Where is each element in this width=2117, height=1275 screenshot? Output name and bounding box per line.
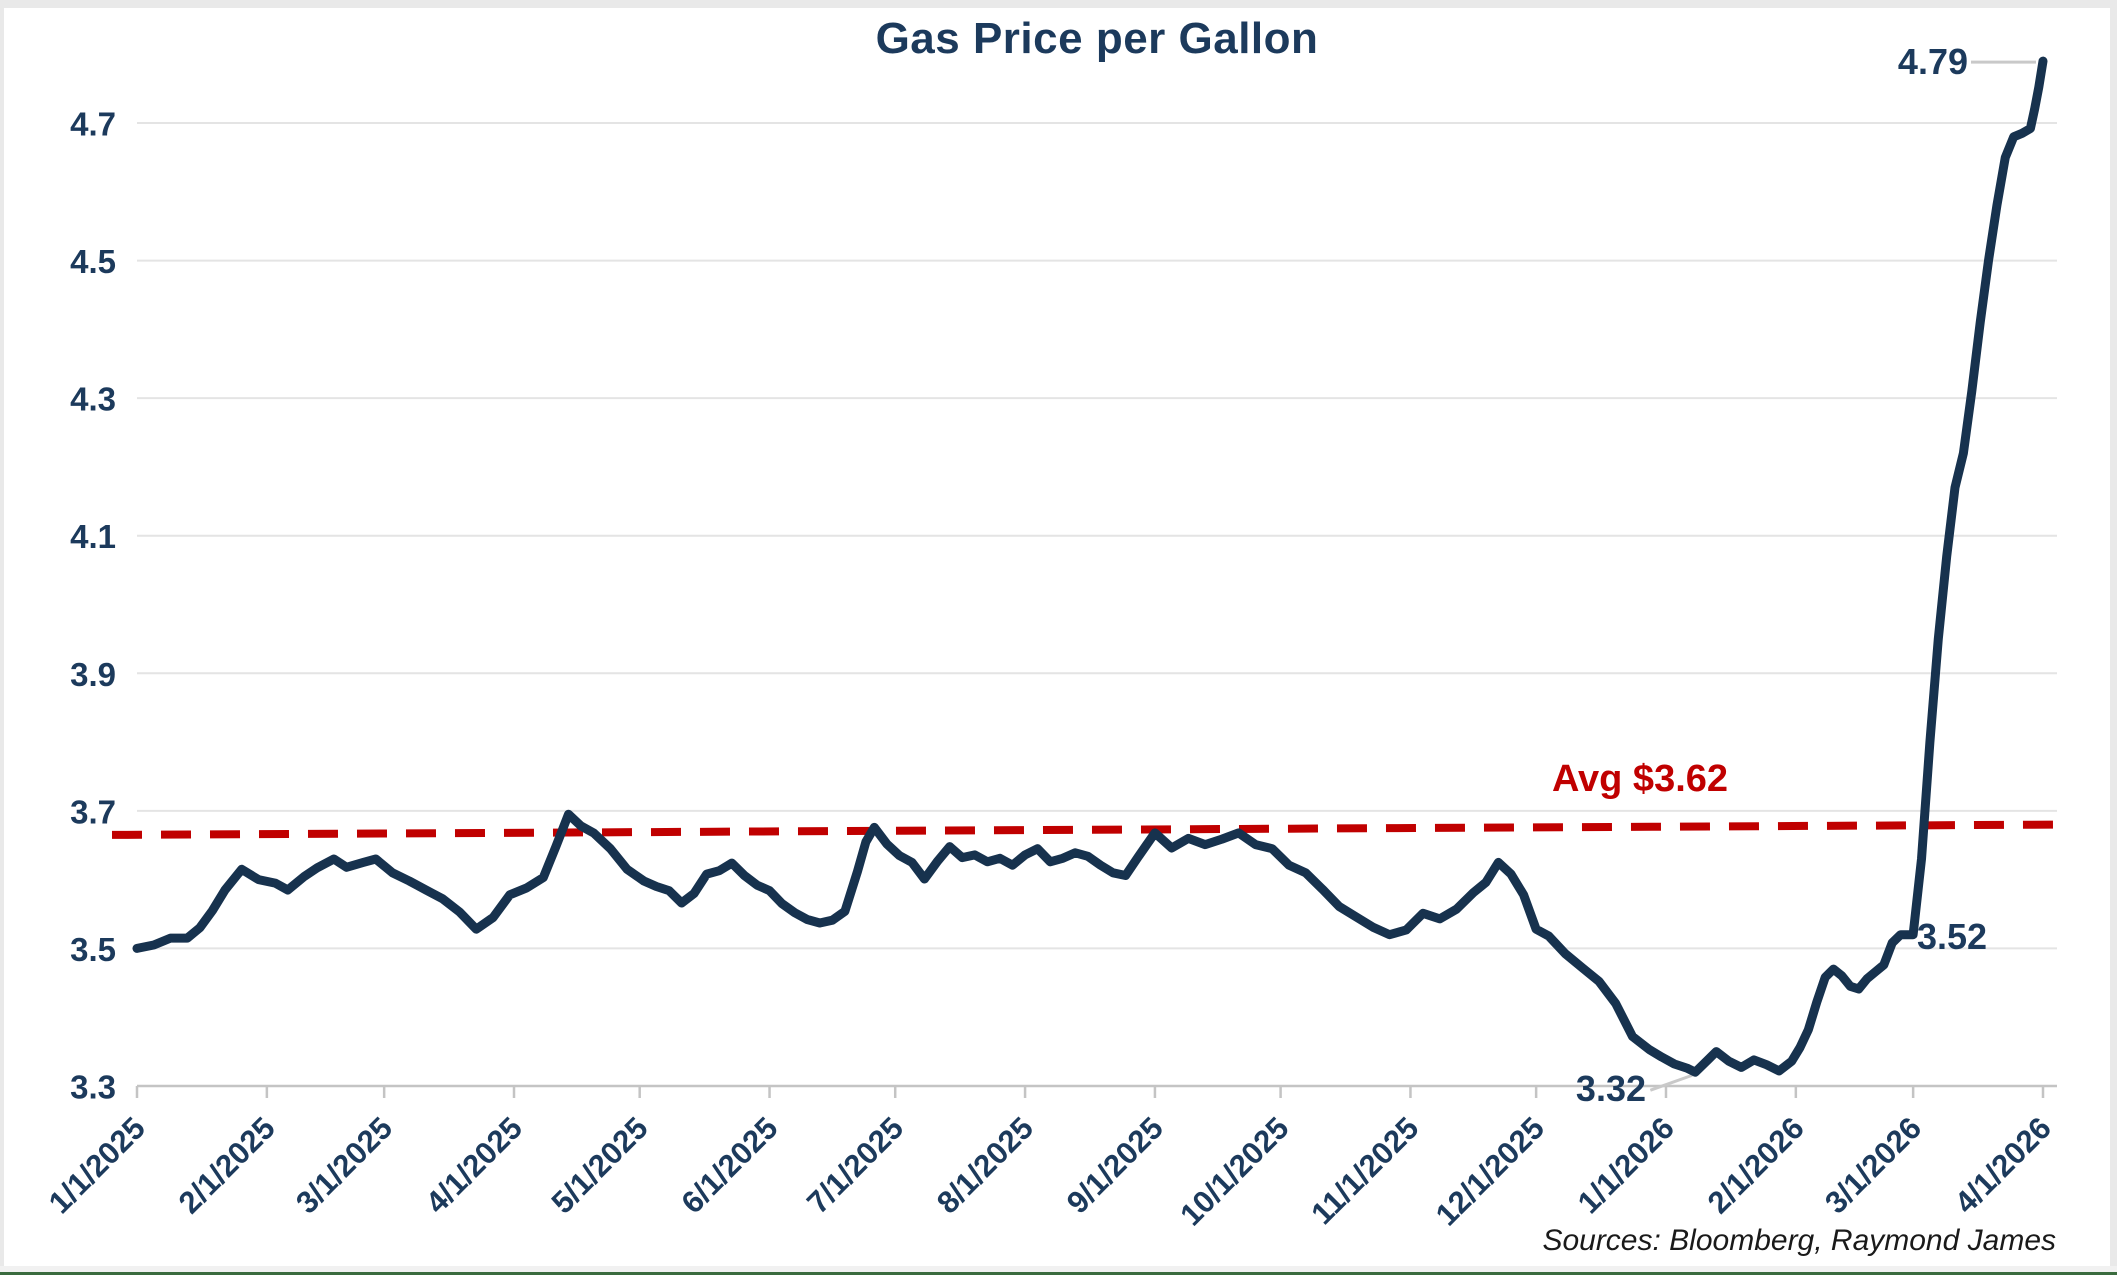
x-axis-tick-labels: 1/1/2025 2/1/2025 3/1/2025 4/1/2025 5/1/2025… bbox=[42, 1110, 2058, 1232]
y-axis-tick-label: 3.5 bbox=[70, 931, 116, 968]
x-axis-tick-label: 6/1/2025 bbox=[674, 1110, 784, 1220]
x-axis-tick-label: 1/1/2026 bbox=[1571, 1110, 1681, 1220]
x-axis-tick-label: 2/1/2025 bbox=[172, 1110, 282, 1220]
x-axis-tick-label: 8/1/2025 bbox=[930, 1110, 1040, 1220]
gas-price-line-series bbox=[132, 56, 2048, 1077]
source-note: Sources: Bloomberg, Raymond James bbox=[1542, 1224, 2056, 1257]
x-axis-tick-label: 4/1/2025 bbox=[419, 1110, 529, 1220]
x-axis-tick-label: 3/1/2026 bbox=[1818, 1110, 1928, 1220]
y-axis-tick-label: 4.1 bbox=[70, 518, 116, 555]
average-line-label: Avg $3.62 bbox=[1552, 758, 1729, 800]
annotation-low-value: 3.32 bbox=[1575, 1068, 1646, 1109]
y-axis-tick-labels: 3.3 3.5 3.7 3.9 4.1 4.3 4.5 4.7 bbox=[70, 106, 116, 1106]
x-axis-tick-label: 11/1/2025 bbox=[1304, 1110, 1425, 1231]
x-axis-tick-label: 9/1/2025 bbox=[1060, 1110, 1170, 1220]
leader-line-low bbox=[1649, 1073, 1693, 1092]
x-axis bbox=[135, 1084, 2057, 1098]
annotation-leader-lines bbox=[1649, 60, 2036, 1092]
y-axis-tick-label: 3.7 bbox=[70, 793, 116, 830]
x-axis-tick-label: 1/1/2025 bbox=[42, 1110, 152, 1220]
x-axis-tick-label: 10/1/2025 bbox=[1173, 1110, 1295, 1232]
window-edge-bottom bbox=[0, 1266, 2117, 1272]
y-axis-tick-label: 4.5 bbox=[70, 243, 116, 280]
annotation-pre-surge-value: 3.52 bbox=[1917, 916, 1988, 957]
avg-dashed-line bbox=[111, 820, 2058, 839]
annotation-peak-value: 4.79 bbox=[1897, 41, 1968, 82]
x-axis-tick-label: 4/1/2026 bbox=[1948, 1110, 2058, 1220]
window-edge-left bbox=[0, 0, 4, 1275]
y-axis-tick-label: 3.3 bbox=[70, 1069, 116, 1106]
average-dashed-line bbox=[111, 820, 2058, 839]
x-axis-tick-label: 7/1/2025 bbox=[800, 1110, 910, 1220]
window-edge-top bbox=[0, 0, 2117, 8]
x-axis-tick-label: 5/1/2025 bbox=[545, 1110, 655, 1220]
window-edge-right bbox=[2110, 0, 2117, 1275]
y-axis-tick-label: 3.9 bbox=[70, 656, 116, 693]
gas-price-line bbox=[132, 56, 2048, 1077]
x-axis-tick-label: 3/1/2025 bbox=[289, 1110, 399, 1220]
gridlines bbox=[137, 122, 2057, 950]
x-axis-tick-label: 12/1/2025 bbox=[1429, 1110, 1551, 1232]
window-edge-bottom-green bbox=[0, 1272, 2117, 1275]
chart-title: Gas Price per Gallon bbox=[875, 14, 1319, 63]
y-axis-tick-label: 4.3 bbox=[70, 381, 116, 418]
y-axis-tick-label: 4.7 bbox=[70, 106, 116, 143]
x-axis-tick-label: 2/1/2026 bbox=[1701, 1110, 1811, 1220]
